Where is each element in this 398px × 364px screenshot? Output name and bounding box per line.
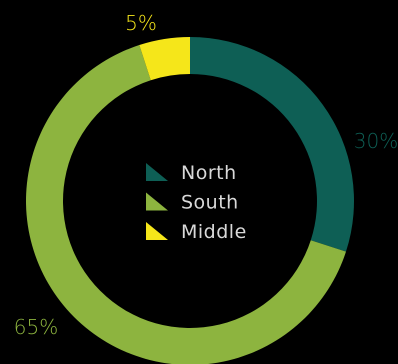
slice-middle: [139, 37, 190, 81]
slice-north: [190, 37, 354, 252]
donut-slices: [26, 37, 354, 364]
legend-swatch-north: [146, 163, 168, 181]
legend-label-south: South: [181, 192, 239, 214]
legend-swatch-south: [146, 192, 168, 211]
value-label-south: 65%: [14, 315, 58, 339]
legend-label-north: North: [181, 162, 237, 184]
value-label-north: 30%: [354, 129, 398, 153]
legend-label-middle: Middle: [181, 221, 247, 243]
chart-legend: North South Middle: [146, 162, 247, 243]
value-labels: 30% 65% 5%: [14, 11, 398, 339]
legend-swatch-middle: [146, 222, 168, 240]
value-label-middle: 5%: [125, 11, 157, 35]
